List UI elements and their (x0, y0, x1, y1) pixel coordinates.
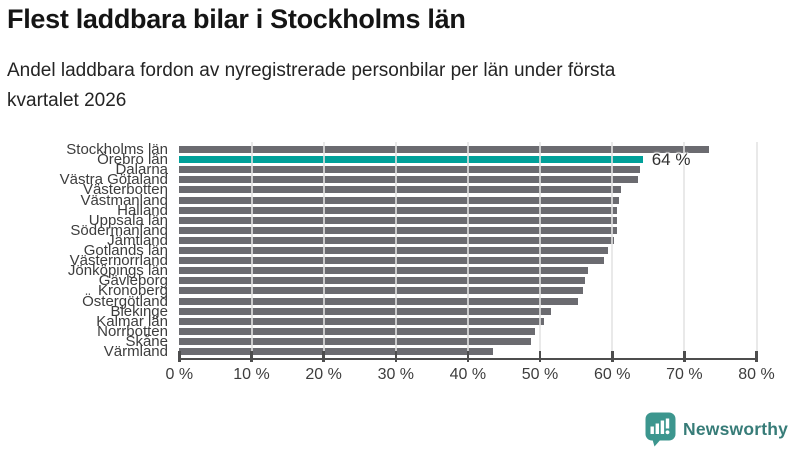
chart-subtitle-line-1: Andel laddbara fordon av nyregistrerade … (7, 60, 616, 81)
chart-subtitle-line-2: kvartalet 2026 (7, 90, 127, 111)
gridline-70 (683, 142, 686, 358)
category-label-3: Dalarna (115, 161, 168, 179)
x-axis-tick-0 (178, 351, 181, 362)
bar-17 (179, 307, 551, 315)
x-axis-tick-label-10: 10 % (233, 366, 270, 383)
x-axis-tick-label-0: 0 % (165, 366, 194, 383)
bar-15 (179, 287, 584, 295)
x-axis-tick-label-20: 20 % (305, 366, 342, 383)
bar-2 (179, 156, 644, 164)
x-axis-tick-10 (250, 351, 253, 362)
category-label-11: Gotlands län (83, 242, 168, 259)
category-label-20: Skåne (125, 332, 168, 350)
bar-19 (179, 327, 535, 335)
x-axis-tick-30 (394, 351, 398, 362)
x-axis-tick-70 (683, 351, 686, 362)
category-label-15: Kronoberg (97, 282, 168, 300)
newsworthy-bar-chart-icon (645, 412, 676, 447)
bar-7 (179, 206, 618, 214)
category-label-6: Västmanland (80, 191, 168, 209)
x-axis-tick-label-40: 40 % (449, 366, 487, 383)
gridline-10 (250, 142, 253, 358)
x-axis-tick-label-50: 50 % (521, 366, 559, 383)
category-label-10: Jämtland (107, 231, 168, 249)
category-label-4: Västra Götaland (59, 171, 168, 189)
chart-subtitle: Andel laddbara fordon av nyregistrerade … (7, 56, 797, 116)
bar-14 (179, 277, 585, 285)
category-label-19: Norrbotten (97, 322, 168, 340)
bar-11 (179, 247, 608, 254)
x-axis-tick-label-60: 60 % (593, 366, 631, 383)
gridline-30 (394, 142, 397, 358)
bar-21 (179, 348, 494, 355)
category-label-16: Östergötland (82, 292, 168, 310)
category-label-21: Värmland (103, 343, 168, 360)
x-axis-tick-80 (755, 351, 758, 362)
newsworthy-logo: Newsworthy (645, 412, 788, 447)
bar-4 (179, 176, 639, 184)
gridline-20 (322, 142, 325, 358)
category-label-14: Gävleborg (98, 272, 168, 290)
bar-3 (179, 166, 640, 174)
highlight-value-label: 64 % (651, 149, 691, 169)
x-axis-tick-label-30: 30 % (377, 366, 415, 383)
bar-13 (179, 267, 588, 275)
category-label-9: Södermanland (70, 221, 168, 239)
bar-16 (179, 297, 578, 305)
gridline-40 (466, 142, 469, 358)
category-label-18: Kalmar län (96, 312, 168, 330)
bar-1 (179, 146, 709, 153)
bar-18 (179, 317, 544, 325)
gridline-80 (755, 142, 758, 358)
category-label-13: Jönköpings län (67, 262, 168, 280)
gridline-50 (539, 142, 541, 358)
bar-6 (179, 196, 619, 204)
x-axis-tick-50 (538, 351, 542, 362)
bar-9 (179, 226, 618, 234)
category-label-8: Uppsala län (88, 211, 168, 229)
x-axis-tick-20 (322, 351, 325, 362)
x-axis-tick-40 (466, 351, 470, 362)
x-axis-tick-label-70: 70 % (666, 366, 703, 383)
chart-title: Flest laddbara bilar i Stockholms län (7, 4, 466, 34)
bar-12 (179, 257, 605, 265)
bar-8 (179, 216, 618, 224)
category-label-12: Västernorrland (69, 252, 168, 270)
category-label-2: Örebro län (97, 151, 168, 169)
x-axis-tick-label-80: 80 % (738, 366, 775, 383)
gridline-60 (611, 142, 614, 358)
category-label-5: Västerbotten (82, 181, 168, 199)
bar-20 (179, 337, 532, 345)
newsworthy-logo-text: Newsworthy (683, 419, 789, 439)
x-axis-tick-60 (611, 351, 614, 362)
category-label-7: Halland (117, 201, 168, 219)
category-label-1: Stockholms län (66, 141, 168, 158)
category-label-17: Blekinge (110, 302, 168, 320)
bar-5 (179, 186, 621, 194)
